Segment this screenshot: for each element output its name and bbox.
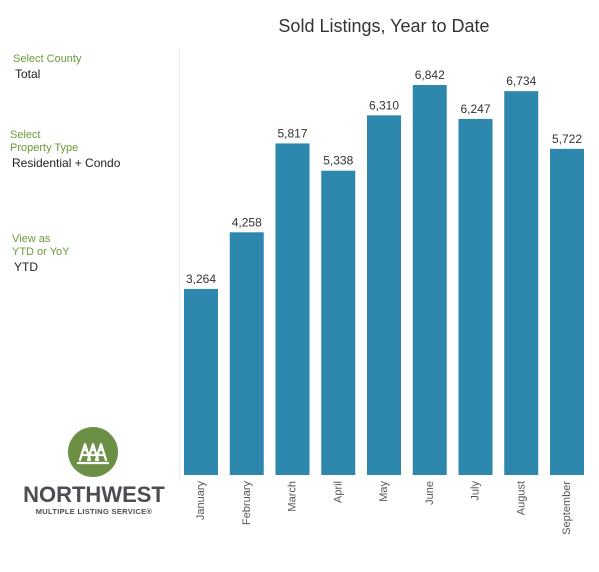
bar-may[interactable]: [367, 115, 401, 475]
x-tick-label-june: June: [424, 481, 436, 505]
property-type-filter-label-line2: Property Type: [10, 142, 79, 154]
x-tick-label-september: September: [561, 481, 573, 535]
property-type-filter-value[interactable]: Residential + Condo: [12, 156, 121, 170]
chart-divider: [179, 48, 180, 478]
x-tick-label-january: January: [195, 481, 207, 521]
bar-february[interactable]: [229, 232, 264, 475]
x-tick-label-may: May: [378, 481, 390, 502]
chart-title: Sold Listings, Year to Date: [278, 16, 490, 36]
bar-september[interactable]: [550, 148, 584, 475]
county-filter-value[interactable]: Total: [15, 67, 41, 81]
x-tick-label-july: July: [470, 481, 482, 501]
county-filter-label: Select County: [13, 53, 82, 65]
value-label-september: 5,722: [552, 132, 582, 146]
value-label-february: 4,258: [232, 215, 262, 229]
view-filter-label-line2: YTD or YoY: [12, 246, 70, 258]
value-label-march: 5,817: [277, 126, 307, 140]
value-label-january: 3,264: [186, 272, 216, 286]
property-type-filter-label-line1: Select: [10, 129, 41, 141]
value-label-may: 6,310: [369, 98, 399, 112]
value-label-july: 6,247: [460, 102, 490, 116]
logo-name: NORTHWEST: [23, 482, 165, 507]
nwmls-logo: NORTHWEST MULTIPLE LISTING SERVICE®: [18, 427, 170, 522]
logo-tagline: MULTIPLE LISTING SERVICE®: [35, 507, 153, 516]
x-labels-layer: January February March April May June July Augu…: [195, 481, 573, 535]
bars-layer: [184, 85, 584, 476]
view-filter-value[interactable]: YTD: [14, 260, 38, 274]
bar-june[interactable]: [412, 85, 447, 475]
x-tick-label-february: February: [241, 481, 253, 526]
x-tick-label-march: March: [287, 481, 299, 512]
logo-tree-icon: [68, 427, 118, 477]
value-labels-layer: 3,264 4,258 5,817 5,338 6,310 6,842 6,247 6,734…: [186, 68, 582, 286]
value-label-june: 6,842: [415, 68, 445, 82]
bar-january[interactable]: [184, 288, 218, 475]
bar-april[interactable]: [321, 170, 356, 476]
value-label-august: 6,734: [506, 74, 536, 88]
bar-march[interactable]: [275, 143, 310, 475]
x-tick-label-april: April: [332, 481, 344, 503]
view-filter-label-line1: View as: [12, 233, 51, 245]
x-tick-label-august: August: [515, 481, 527, 515]
sidebar: Select County Total Select Property Type…: [0, 0, 175, 572]
bar-august[interactable]: [504, 91, 539, 475]
value-label-april: 5,338: [323, 154, 353, 168]
bar-july[interactable]: [458, 118, 493, 476]
